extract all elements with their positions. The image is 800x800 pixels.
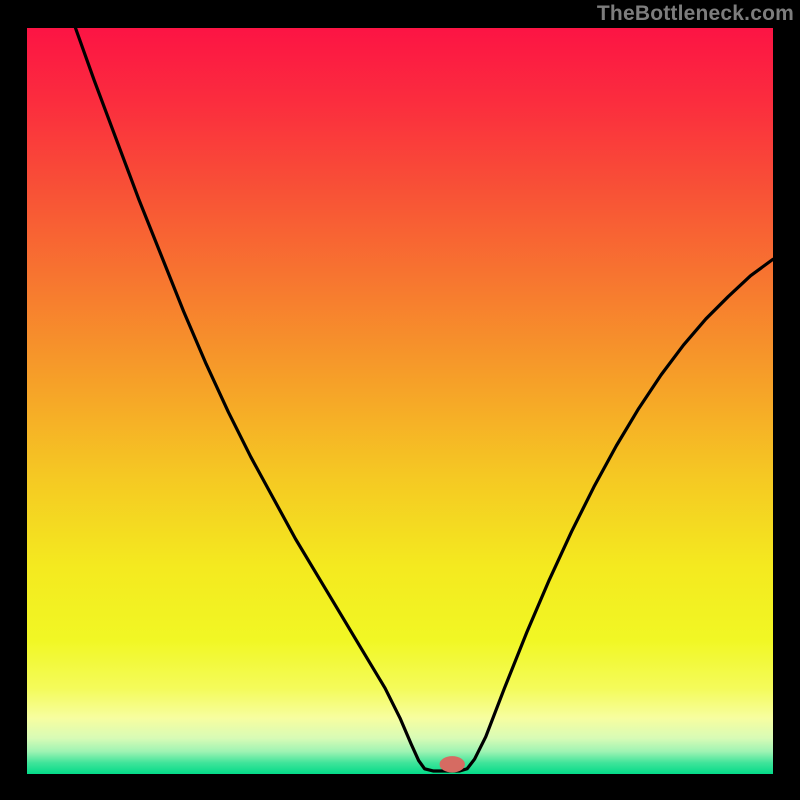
optimal-point-marker	[440, 756, 465, 772]
bottleneck-chart	[0, 0, 800, 800]
gradient-plot-area	[27, 28, 773, 774]
watermark-text: TheBottleneck.com	[597, 2, 794, 26]
